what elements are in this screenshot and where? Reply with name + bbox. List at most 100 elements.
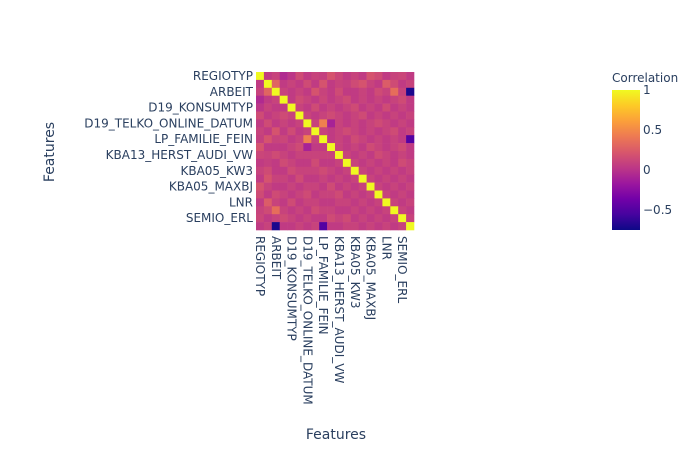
heatmap-cell [335, 214, 344, 223]
heatmap-cell [366, 198, 375, 207]
heatmap-cell [335, 166, 344, 175]
heatmap-cell [279, 174, 288, 183]
heatmap-cell [295, 151, 304, 160]
heatmap-cell [256, 158, 265, 168]
heatmap-cell [358, 87, 367, 96]
heatmap-cell [366, 182, 375, 191]
heatmap-cell [256, 206, 265, 215]
heatmap-cell [287, 158, 296, 168]
heatmap-cell [327, 119, 336, 128]
heatmap-cell [366, 72, 375, 81]
heatmap-cell [263, 190, 273, 199]
heatmap-cell [295, 222, 304, 231]
heatmap-cell [398, 182, 407, 191]
heatmap-cell [390, 214, 399, 223]
heatmap-cell [335, 222, 344, 231]
heatmap-cell [382, 103, 391, 112]
heatmap-cell [390, 72, 399, 81]
x-tick-label: D19_KONSUMTYP [285, 236, 299, 341]
heatmap-cell [382, 198, 391, 207]
y-tick-label: LP_FAMILIE_FEIN [154, 132, 253, 146]
heatmap-cell [406, 222, 415, 231]
heatmap-cell [374, 198, 383, 207]
heatmap-cell [271, 174, 280, 183]
heatmap-cell [303, 198, 312, 207]
heatmap-cell [256, 166, 265, 175]
heatmap-cell [342, 214, 352, 223]
heatmap-cell [335, 158, 344, 168]
heatmap-cell [279, 103, 288, 112]
heatmap-cell [279, 135, 288, 144]
heatmap-cell [350, 190, 359, 199]
heatmap-cell [390, 174, 399, 183]
heatmap-cell [366, 166, 375, 175]
heatmap-cell [406, 190, 415, 199]
heatmap-cell [287, 143, 296, 152]
heatmap-cell [398, 79, 407, 89]
heatmap-cell [287, 206, 296, 215]
y-tick-label: KBA13_HERST_AUDI_VW [106, 148, 253, 162]
heatmap-cell [311, 198, 320, 207]
heatmap-cell [279, 214, 288, 223]
heatmap-cell [287, 111, 296, 120]
y-tick-label: LNR [229, 195, 253, 209]
heatmap-cell [358, 119, 367, 128]
heatmap-cell [342, 119, 352, 128]
heatmap-cell [319, 119, 328, 128]
heatmap-cell [295, 111, 304, 120]
heatmap-cell [271, 198, 280, 207]
heatmap-cell [271, 222, 280, 231]
heatmap-cell [406, 79, 415, 89]
heatmap-cell [319, 174, 328, 183]
heatmap-cell [350, 111, 359, 120]
heatmap-cell [358, 158, 367, 168]
heatmap-cell [287, 135, 296, 144]
heatmap-cell [358, 79, 367, 89]
heatmap-cell [406, 174, 415, 183]
heatmap-cell [390, 79, 399, 89]
heatmap-cell [295, 135, 304, 144]
heatmap-cell [350, 158, 359, 168]
heatmap-cell [287, 79, 296, 89]
heatmap-cell [327, 95, 336, 104]
y-tick-label: D19_KONSUMTYP [148, 101, 253, 115]
heatmap-cell [382, 127, 391, 136]
heatmap-cell [335, 95, 344, 104]
heatmap-cell [256, 95, 265, 104]
heatmap-cell [295, 87, 304, 96]
heatmap-cell [382, 151, 391, 160]
heatmap-cell [256, 214, 265, 223]
heatmap-cell [279, 182, 288, 191]
heatmap-cell [263, 143, 273, 152]
heatmap-cell [263, 158, 273, 168]
heatmap-cell [374, 190, 383, 199]
heatmap-cell [390, 95, 399, 104]
heatmap-cell [279, 166, 288, 175]
heatmap-cell [319, 198, 328, 207]
heatmap-cell [311, 151, 320, 160]
heatmap-cell [311, 222, 320, 231]
heatmap-cell [327, 135, 336, 144]
heatmap-cell [279, 143, 288, 152]
heatmap-cell [271, 127, 280, 136]
heatmap-cell [335, 135, 344, 144]
heatmap-cell [390, 135, 399, 144]
heatmap-cell [271, 103, 280, 112]
heatmap-cell [271, 111, 280, 120]
y-tick-label: ARBEIT [210, 85, 254, 99]
heatmap-cell [374, 135, 383, 144]
heatmap-cell [406, 103, 415, 112]
heatmap-cell [382, 95, 391, 104]
heatmap-cell [287, 95, 296, 104]
heatmap-cell [279, 222, 288, 231]
heatmap-cell [398, 111, 407, 120]
heatmap-cell [398, 166, 407, 175]
heatmap-cell [263, 166, 273, 175]
heatmap-cell [374, 214, 383, 223]
heatmap-cell [342, 87, 352, 96]
heatmap-cell [263, 198, 273, 207]
heatmap-cell [279, 119, 288, 128]
heatmap-cell [374, 79, 383, 89]
x-tick-label: KBA05_MAXBJ [364, 236, 378, 320]
heatmap-cell [319, 206, 328, 215]
